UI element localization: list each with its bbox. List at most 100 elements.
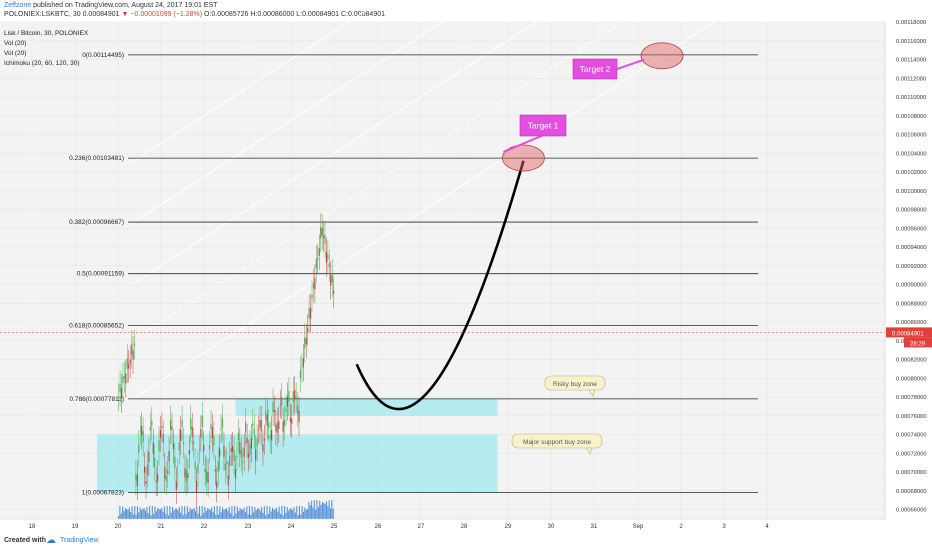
- volume-bar: [119, 506, 121, 519]
- candle-body: [262, 444, 264, 452]
- risky-zone-note-label: Risky buy zone: [553, 381, 597, 388]
- volume-bars: [118, 500, 334, 519]
- candle-body: [214, 469, 216, 472]
- candle-body: [286, 396, 289, 407]
- candle-body: [325, 251, 328, 263]
- price-change: −0.00001099 (−1.28%): [130, 11, 203, 18]
- time-tick-label: 30: [548, 524, 555, 530]
- candle-body: [155, 481, 157, 483]
- time-tick-label: 19: [72, 524, 79, 530]
- volume-bar: [216, 506, 218, 519]
- ohlc-values: O:0.00085726 H:0.00086000 L:0.00084901 C…: [204, 11, 385, 18]
- volume-bar: [205, 510, 207, 519]
- time-tick-label: 24: [288, 524, 295, 530]
- time-tick-label: 27: [418, 524, 425, 530]
- risky-zone-note-tail: [588, 389, 596, 397]
- support-zone-note-box: [511, 433, 603, 449]
- channel-line: [131, 0, 384, 164]
- candle-body: [279, 404, 281, 405]
- candle-body: [237, 432, 239, 441]
- volume-bar: [305, 509, 307, 519]
- volume-bar: [223, 509, 225, 519]
- time-tick-label: 31: [591, 524, 598, 530]
- countdown-tag: [904, 337, 932, 348]
- target2-pointer: [616, 58, 645, 70]
- volume-bar: [188, 511, 190, 519]
- candle-body: [260, 420, 263, 432]
- candle-body: [167, 470, 169, 474]
- volume-bar: [165, 514, 167, 519]
- volume-bar: [265, 515, 267, 519]
- volume-bar: [132, 514, 134, 519]
- zone-risky: [235, 398, 498, 416]
- candle-body: [146, 464, 149, 475]
- candle-body: [188, 450, 190, 455]
- volume-bar: [286, 506, 288, 519]
- time-axis[interactable]: 18 19 20 21 22 23 24 25 26 27 28 29 30 31 Sep 2 3 4: [0, 518, 885, 530]
- volume-bar: [327, 506, 329, 519]
- candle-body: [136, 474, 138, 487]
- volume-bar: [159, 509, 161, 519]
- candle-body: [182, 442, 185, 444]
- publish-line: Zeffzone published on TradingView.com, A…: [4, 2, 217, 9]
- fib-label: 0.618(0.00085652): [69, 322, 124, 329]
- annotation-layer: Target 1 Target 2 Risky buy zone Major supp…: [502, 42, 684, 455]
- candle-body: [132, 350, 134, 360]
- volume-bar: [151, 506, 153, 519]
- volume-bar: [207, 508, 209, 519]
- volume-bar: [180, 512, 182, 519]
- price-tick-label: 0.00106000: [896, 133, 927, 139]
- candle-body: [234, 469, 237, 479]
- legend-indicator-ichimoku[interactable]: Ichimoku (20, 60, 120, 30): [4, 60, 80, 67]
- candle-body: [233, 450, 235, 462]
- candle-body: [119, 384, 121, 393]
- target1-label: Target 1: [528, 121, 559, 131]
- volume-bar: [196, 506, 198, 519]
- volume-bar: [213, 506, 215, 519]
- fib-levels: 0(0.00114495) 0.236(0.00103481) 0.382(0.00…: [69, 52, 758, 497]
- fib-label: 0.786(0.00077811): [70, 396, 124, 403]
- volume-bar: [331, 500, 333, 519]
- price-axis[interactable]: 0.00118000 0.00116000 0.00114000 0.00112000…: [884, 20, 932, 519]
- volume-bar: [302, 511, 305, 519]
- volume-bar: [282, 515, 284, 519]
- candle-body: [291, 418, 293, 424]
- candle-body: [194, 462, 196, 469]
- volume-bar: [270, 511, 272, 519]
- volume-bar: [211, 507, 213, 519]
- volume-bar: [242, 509, 244, 519]
- volume-bar: [131, 506, 133, 519]
- candle-body: [162, 433, 164, 444]
- legend-title: Lisk / Bitcoin, 30, POLONIEX: [4, 30, 89, 37]
- tradingview-brand-link[interactable]: TradingView: [60, 537, 99, 544]
- legend-indicator-vol2[interactable]: Vol (20): [4, 50, 27, 57]
- legend-indicator-vol1[interactable]: Vol (20): [4, 40, 27, 47]
- candle-body: [197, 464, 199, 473]
- volume-bar: [309, 505, 311, 519]
- candle-body: [133, 343, 136, 346]
- symbol-line: POLONIEX:LSKBTC, 30 0.00084901 ▼ −0.0000…: [4, 11, 385, 18]
- candle-body: [211, 427, 214, 439]
- volume-bar: [228, 506, 230, 519]
- candle-body: [304, 337, 306, 349]
- price-tick-label: 0.00086000: [896, 320, 927, 326]
- candle-body: [305, 338, 307, 345]
- price-tick-label: 0.00114000: [896, 58, 926, 64]
- candle-body: [269, 434, 271, 440]
- candle-body: [258, 429, 260, 431]
- volume-bar: [246, 506, 248, 519]
- candle-body: [322, 236, 325, 238]
- author-link[interactable]: Zeffzone: [4, 2, 32, 9]
- candle-body: [159, 430, 162, 438]
- volume-bar: [307, 509, 309, 519]
- price-chart[interactable]: 0(0.00114495) 0.236(0.00103481) 0.382(0.00…: [0, 0, 932, 531]
- volume-bar: [127, 509, 129, 519]
- volume-bar: [247, 514, 249, 519]
- volume-bar: [281, 506, 283, 519]
- volume-bar: [250, 515, 252, 519]
- chart-header: Zeffzone published on TradingView.com, A…: [0, 0, 932, 18]
- candle-body: [223, 445, 225, 457]
- volume-bar: [190, 509, 192, 519]
- volume-bar: [166, 506, 168, 519]
- volume-bar: [217, 514, 219, 519]
